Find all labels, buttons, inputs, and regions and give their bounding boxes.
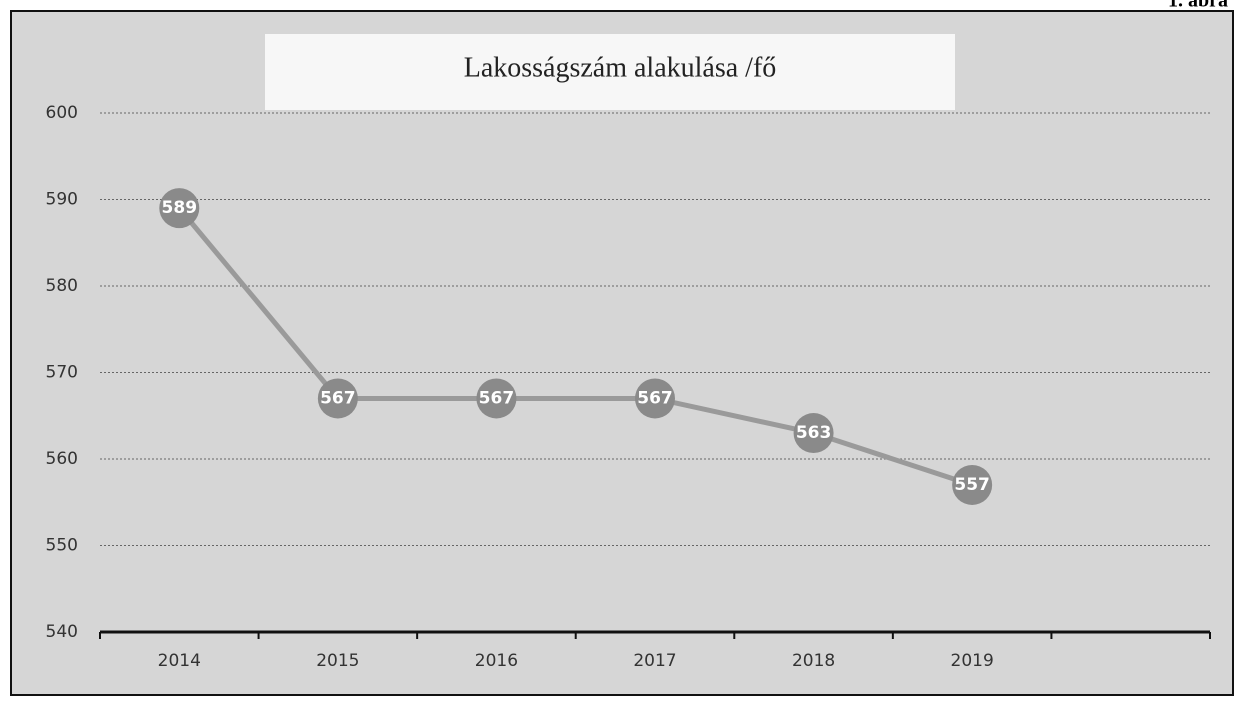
y-tick-label: 540 <box>46 622 78 642</box>
marker <box>635 378 675 419</box>
title-box <box>265 34 955 110</box>
data-label: 563 <box>796 423 832 443</box>
chart-frame <box>10 10 1234 696</box>
line <box>177 206 973 488</box>
x-tick-label: 2018 <box>792 651 835 671</box>
data-label: 567 <box>320 388 356 408</box>
data-label: 589 <box>162 198 198 218</box>
x-tick-label: 2019 <box>951 651 994 671</box>
y-tick-label: 580 <box>46 276 78 296</box>
y-tick-label: 560 <box>46 449 78 469</box>
figure-caption: 1. ábra <box>1168 0 1228 12</box>
marker <box>952 464 993 505</box>
y-tick-label: 550 <box>46 536 78 556</box>
x-tick-label: 2017 <box>633 651 676 671</box>
x-tick-label: 2016 <box>475 651 518 671</box>
x-tick-label: 2015 <box>316 651 359 671</box>
x-tick-label: 2014 <box>158 651 201 671</box>
data-label: 567 <box>637 388 673 408</box>
y-tick-label: 590 <box>46 190 78 210</box>
marker <box>159 188 200 229</box>
marker <box>317 378 358 419</box>
data-label: 557 <box>954 475 990 495</box>
chart-title: Lakosságszám alakulása /fő <box>464 52 777 83</box>
marker <box>793 413 834 454</box>
data-label: 567 <box>479 388 515 408</box>
marker <box>476 378 517 419</box>
y-tick-label: 570 <box>46 363 78 383</box>
y-tick-label: 600 <box>46 103 78 123</box>
